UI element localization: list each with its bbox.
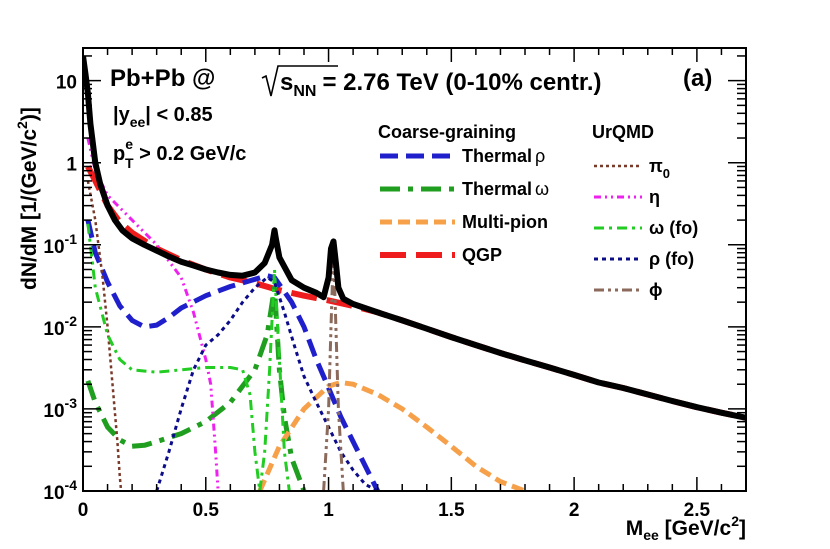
legend-label-phi: ϕ: [649, 280, 663, 300]
curve-multi-pion: [257, 380, 526, 491]
x-tick-label: 1: [323, 500, 334, 521]
legend-label-multi-pion: Multi-pion: [462, 212, 548, 232]
axis-ticks: 0 0.5 1 1.5 2 2.5 10-4 10-3 10-2 10-1 1 10: [43, 48, 747, 521]
y-tick-label: 10-4: [43, 477, 77, 504]
y-tick-label: 10: [56, 73, 77, 94]
x-tick-label: 0.5: [193, 500, 220, 521]
data-curves: [83, 55, 746, 491]
legend-label-rho-fo: ρ (fo): [649, 249, 694, 269]
y-axis-title: dN/dM [1/(GeV/c2)]: [14, 107, 41, 290]
x-tick-label: 2: [569, 500, 580, 521]
x-axis-title: Mee [GeV/c2]: [626, 513, 746, 543]
pt-cut: pe T > 0.2 GeV/c: [113, 136, 246, 171]
legend-header-urqmd: UrQMD: [592, 122, 654, 142]
sqrt-symbol: [261, 65, 338, 97]
legend-label-thermal-rho: Thermal ρ: [462, 146, 545, 166]
curve-eta: [86, 137, 220, 491]
panel-label: (a): [683, 65, 712, 92]
legend-header-coarse-graining: Coarse-graining: [378, 122, 516, 142]
chart-title: Pb+Pb @: [110, 65, 215, 92]
y-tick-label: 10-3: [43, 395, 77, 422]
y-tick-label: 10-2: [43, 313, 77, 340]
curve-thermal-rho: [85, 219, 380, 491]
rapidity-cut: |yee| < 0.85: [113, 104, 213, 130]
x-tick-label: 1.5: [438, 500, 465, 521]
legend: Coarse-graining UrQMD Thermal ρ Thermal ω Mu…: [378, 122, 698, 300]
curve-total: [83, 55, 746, 421]
curve-omega-fo: [86, 223, 291, 491]
energy-label: sNN = 2.76 TeV (0-10% centr.): [280, 69, 602, 100]
curve-pi0: [86, 180, 123, 491]
legend-label-omega-fo: ω (fo): [649, 218, 698, 238]
curve-rho-fo: [155, 276, 379, 491]
x-tick-label: 2.5: [684, 500, 711, 521]
y-tick-label: 10-1: [43, 231, 77, 258]
curve-thermal-omega: [85, 285, 307, 491]
x-tick-label: 0: [78, 500, 89, 521]
legend-label-qgp: QGP: [462, 245, 502, 265]
y-tick-label: 1: [66, 155, 77, 176]
legend-label-thermal-omega: Thermal ω: [462, 179, 549, 199]
legend-label-pi0: π0: [649, 156, 670, 181]
legend-label-eta: η: [649, 187, 660, 207]
